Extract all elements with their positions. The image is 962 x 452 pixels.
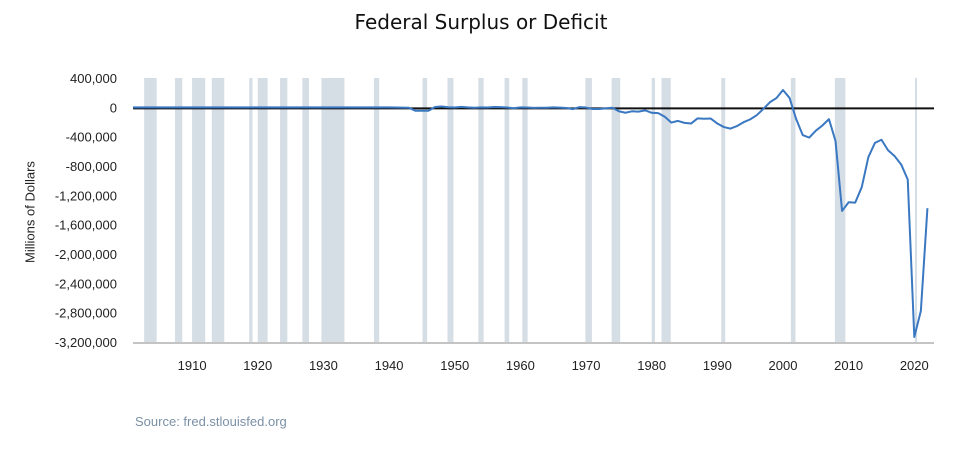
recession-band: [373, 78, 380, 342]
series-line: [133, 89, 929, 339]
x-axis-ticks: 1910 1920 1930 1940 1950 1960 1970 1980 1990 2000…: [178, 358, 929, 373]
x-tick-label: 1940: [375, 358, 404, 373]
x-tick-label: 1920: [243, 358, 272, 373]
y-tick-label: -2,400,000: [55, 276, 117, 291]
source-note: Source: fred.stlouisfed.org: [135, 414, 287, 429]
x-tick-label: 2020: [900, 358, 929, 373]
recession-band: [280, 78, 288, 342]
x-tick-label: 1960: [506, 358, 535, 373]
y-tick-label: 400,000: [70, 71, 117, 86]
recession-band: [249, 78, 253, 342]
recession-band: [321, 78, 345, 342]
y-axis-ticks: 400,000 0 -400,000 -800,000 -1,200,000 -1,600…: [55, 71, 117, 350]
y-tick-label: -1,200,000: [55, 188, 117, 203]
recession-band: [144, 78, 157, 342]
y-tick-label: -3,200,000: [55, 335, 117, 350]
recession-band: [211, 78, 225, 342]
chart-title: Federal Surplus or Deficit: [354, 10, 608, 34]
recession-band: [721, 78, 726, 342]
y-tick-label: -1,600,000: [55, 218, 117, 233]
y-tick-label: 0: [110, 100, 117, 115]
x-tick-label: 1990: [703, 358, 732, 373]
recession-band: [175, 78, 183, 342]
recession-band: [914, 78, 917, 342]
x-tick-label: 1950: [440, 358, 469, 373]
recession-band: [661, 78, 671, 342]
x-tick-label: 2000: [769, 358, 798, 373]
x-tick-label: 1910: [178, 358, 207, 373]
y-tick-label: -2,000,000: [55, 247, 117, 262]
recession-band: [257, 78, 268, 342]
x-tick-label: 1930: [309, 358, 338, 373]
x-tick-label: 2010: [834, 358, 863, 373]
recession-band: [302, 78, 309, 342]
recession-band: [585, 78, 592, 342]
recession-band: [611, 78, 621, 342]
recession-band: [790, 78, 796, 342]
x-tick-label: 1980: [637, 358, 666, 373]
recession-band: [834, 78, 846, 342]
recession-band: [422, 78, 428, 342]
recession-band: [522, 78, 528, 342]
recession-band: [447, 78, 454, 342]
recession-bands: [144, 78, 917, 342]
y-tick-label: -2,800,000: [55, 306, 117, 321]
y-tick-label: -800,000: [66, 159, 117, 174]
y-tick-label: -400,000: [66, 130, 117, 145]
recession-band: [651, 78, 655, 342]
recession-band: [504, 78, 510, 342]
x-tick-label: 1970: [572, 358, 601, 373]
recession-band: [478, 78, 484, 342]
recession-band: [192, 78, 206, 342]
